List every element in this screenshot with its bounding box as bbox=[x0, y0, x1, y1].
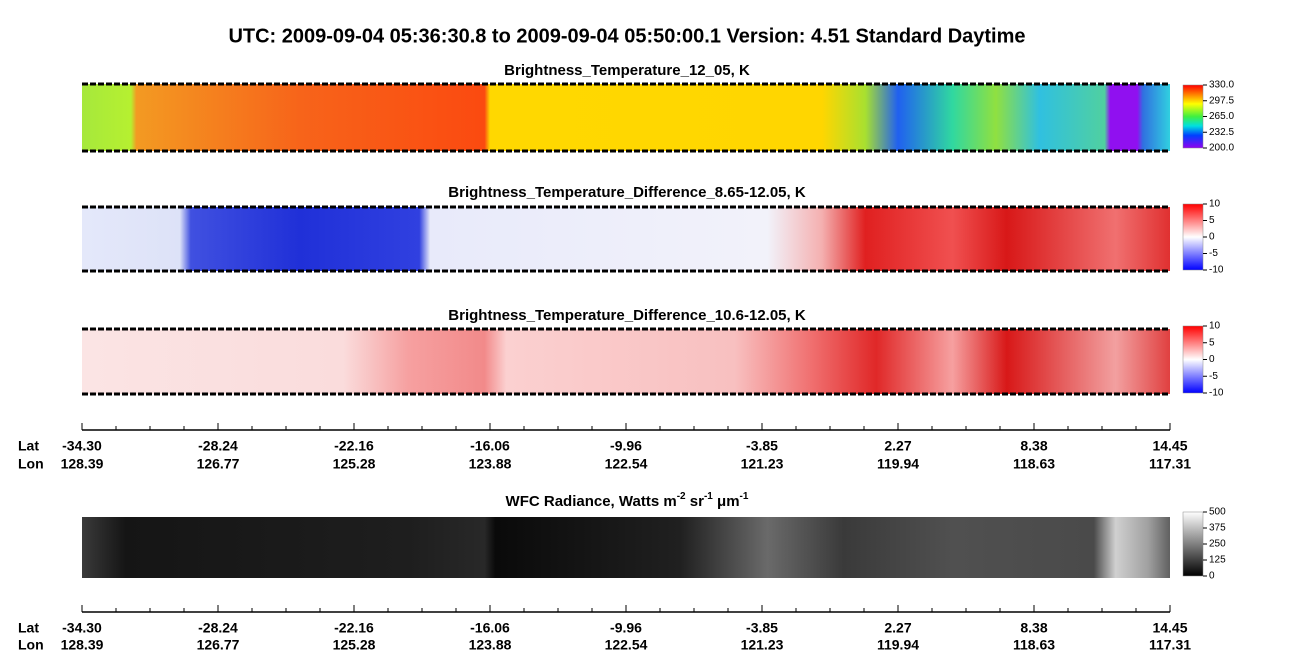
lat-value: 14.45 bbox=[1152, 438, 1187, 454]
title-part: WFC Radiance, Watts m bbox=[506, 493, 677, 510]
colorbar-label: 0 bbox=[1209, 571, 1215, 582]
lon-value: 125.28 bbox=[333, 637, 376, 653]
panel-title: Brightness_Temperature_Difference_8.65-1… bbox=[448, 184, 806, 201]
panel-title: Brightness_Temperature_12_05, K bbox=[504, 62, 750, 79]
lon-value: 117.31 bbox=[1149, 456, 1191, 472]
lat-value: -22.16 bbox=[334, 438, 374, 454]
colorbar-label: -10 bbox=[1209, 388, 1224, 399]
colorbar-label: 0 bbox=[1209, 354, 1215, 365]
title-part: -1 bbox=[704, 491, 713, 502]
lon-value: 122.54 bbox=[605, 637, 648, 653]
lon-value: 122.54 bbox=[605, 456, 648, 472]
lon-value: 119.94 bbox=[877, 456, 919, 472]
colorbar-label: 0 bbox=[1209, 232, 1215, 243]
image-strip bbox=[82, 84, 1170, 151]
colorbar bbox=[1182, 325, 1204, 394]
colorbar-label: -10 bbox=[1209, 265, 1224, 276]
lon-value: 121.23 bbox=[741, 637, 784, 653]
title-part: μm bbox=[713, 493, 740, 510]
lat-value: -28.24 bbox=[198, 438, 238, 454]
image-strip bbox=[82, 329, 1170, 394]
image-strip bbox=[82, 207, 1170, 271]
colorbar-label: 330.0 bbox=[1209, 80, 1234, 91]
colorbar-label: 200.0 bbox=[1209, 143, 1234, 154]
lat-value: 14.45 bbox=[1152, 620, 1187, 636]
colorbar-label: -5 bbox=[1209, 248, 1218, 259]
colorbar bbox=[1182, 203, 1204, 271]
lon-value: 126.77 bbox=[197, 637, 240, 653]
page-title: UTC: 2009-09-04 05:36:30.8 to 2009-09-04… bbox=[228, 25, 1025, 47]
lon-value: 117.31 bbox=[1149, 637, 1191, 653]
lon-value: 123.88 bbox=[469, 456, 512, 472]
colorbar-label: 5 bbox=[1209, 337, 1215, 348]
colorbar-label: 375 bbox=[1209, 523, 1226, 534]
lat-value: -16.06 bbox=[470, 620, 510, 636]
lon-value: 121.23 bbox=[741, 456, 784, 472]
lon-label: Lon bbox=[18, 637, 44, 653]
lat-value: 2.27 bbox=[884, 438, 911, 454]
lon-label: Lon bbox=[18, 456, 44, 472]
colorbar-label: 500 bbox=[1209, 507, 1226, 518]
panel-title: Brightness_Temperature_Difference_10.6-1… bbox=[448, 307, 806, 324]
lat-value: 8.38 bbox=[1020, 620, 1047, 636]
lon-value: 126.77 bbox=[197, 456, 240, 472]
lon-value: 128.39 bbox=[61, 456, 104, 472]
colorbar-label: -5 bbox=[1209, 371, 1218, 382]
colorbar-label: 10 bbox=[1209, 321, 1221, 332]
lat-value: -16.06 bbox=[470, 438, 510, 454]
lat-value: -34.30 bbox=[62, 620, 102, 636]
colorbar bbox=[1182, 84, 1204, 149]
lat-value: -28.24 bbox=[198, 620, 238, 636]
lat-value: -3.85 bbox=[746, 620, 778, 636]
colorbar-label: 250 bbox=[1209, 539, 1226, 550]
image-strip bbox=[82, 517, 1170, 578]
colorbar-label: 10 bbox=[1209, 199, 1221, 210]
title-part: sr bbox=[686, 493, 705, 510]
lat-value: -22.16 bbox=[334, 620, 374, 636]
lat-value: 8.38 bbox=[1020, 438, 1047, 454]
colorbar-label: 125 bbox=[1209, 555, 1226, 566]
lat-value: 2.27 bbox=[884, 620, 911, 636]
panel-title: WFC Radiance, Watts m-2 sr-1 μm-1 bbox=[506, 491, 749, 510]
colorbar-label: 265.0 bbox=[1209, 111, 1234, 122]
colorbar bbox=[1182, 511, 1204, 577]
colorbar-label: 297.5 bbox=[1209, 95, 1234, 106]
lat-label: Lat bbox=[18, 620, 39, 636]
lon-value: 118.63 bbox=[1013, 637, 1055, 653]
lat-value: -3.85 bbox=[746, 438, 778, 454]
lat-value: -34.30 bbox=[62, 438, 102, 454]
colorbar-label: 5 bbox=[1209, 215, 1215, 226]
colorbar-label: 232.5 bbox=[1209, 127, 1234, 138]
lon-value: 128.39 bbox=[61, 637, 104, 653]
lon-value: 125.28 bbox=[333, 456, 376, 472]
lon-value: 118.63 bbox=[1013, 456, 1055, 472]
title-part: -1 bbox=[740, 491, 749, 502]
lat-value: -9.96 bbox=[610, 620, 642, 636]
lat-label: Lat bbox=[18, 438, 39, 454]
lon-value: 119.94 bbox=[877, 637, 919, 653]
lon-value: 123.88 bbox=[469, 637, 512, 653]
lat-value: -9.96 bbox=[610, 438, 642, 454]
title-part: -2 bbox=[677, 491, 686, 502]
